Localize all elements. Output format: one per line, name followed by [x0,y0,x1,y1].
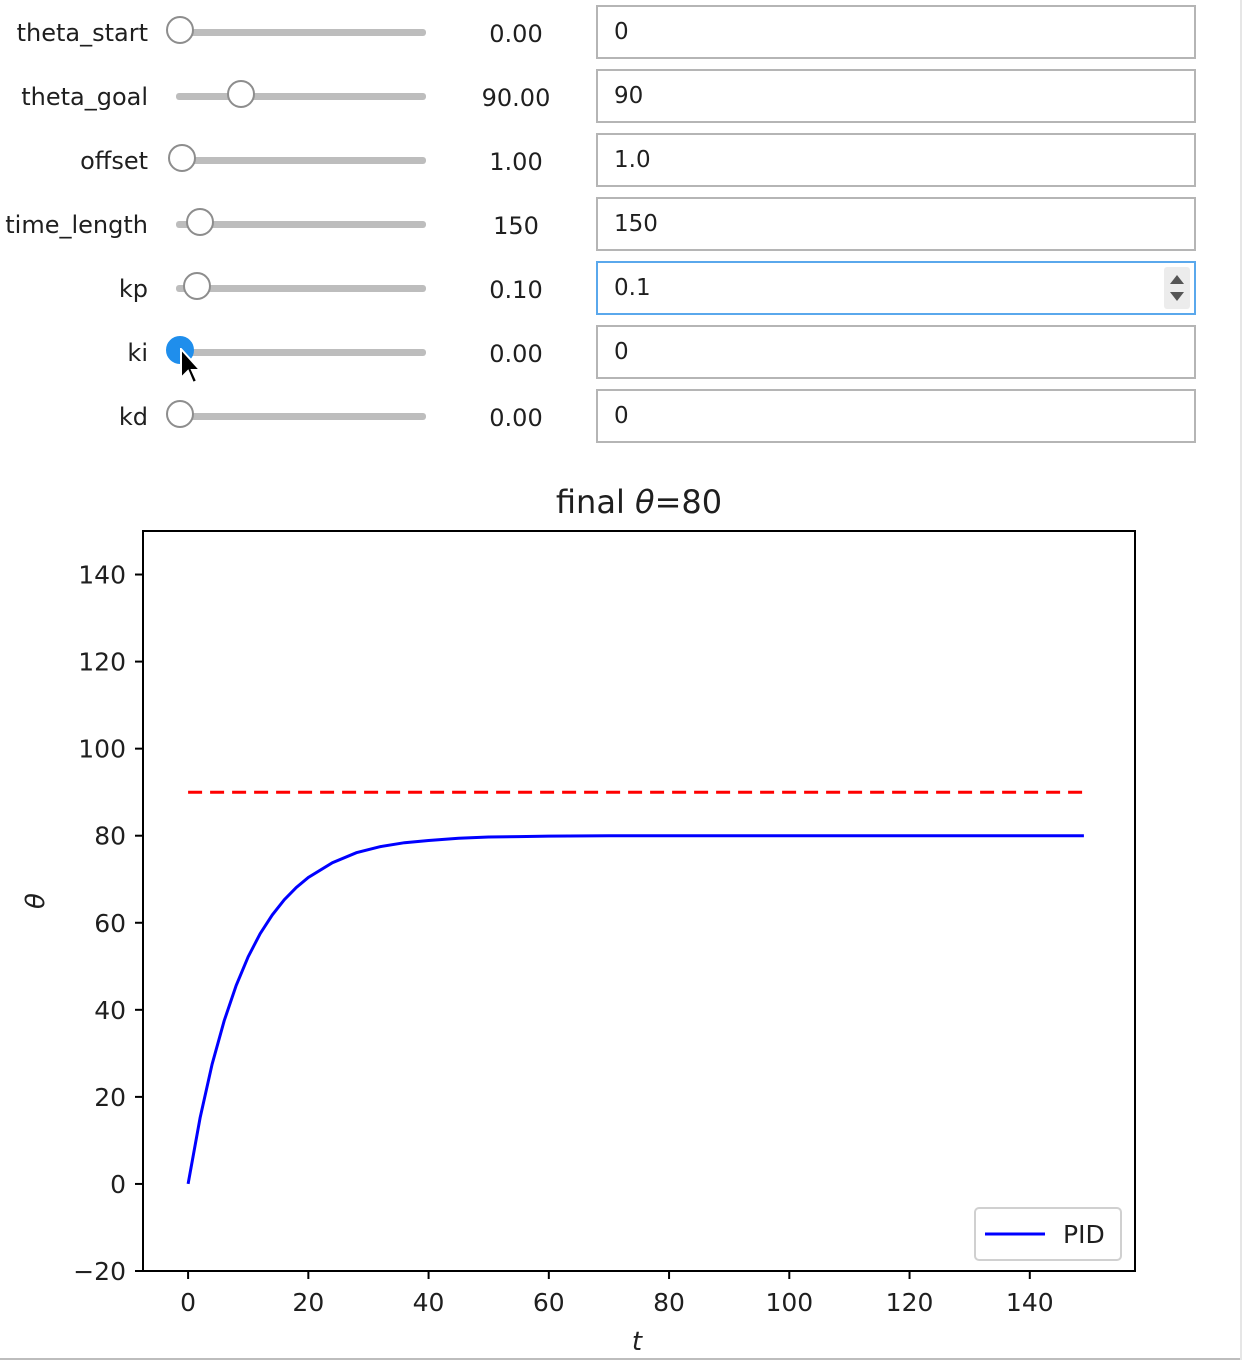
input-kp[interactable] [614,263,1154,313]
label-theta_goal: theta_goal [21,83,148,111]
bottom-border [0,1358,1242,1360]
slider-thumb[interactable] [168,144,197,172]
y-tick-label: 100 [78,735,126,764]
slider-offset[interactable] [166,144,436,176]
field-time_length[interactable] [596,197,1196,251]
input-theta_start[interactable] [614,7,1154,57]
y-tick-label: 120 [78,648,126,677]
x-axis-label: t [632,1327,643,1357]
control-row-theta_goal: theta_goal 90.00 [0,67,1242,123]
slider-track[interactable] [176,157,426,164]
line-chart: final θ=80 0 20 40 60 80 100 120 140 −20 0 20 40 60 80… [21,483,1136,1357]
label-theta_start: theta_start [16,19,148,47]
decrement-arrow-icon[interactable] [1170,292,1184,301]
control-row-kp: kp 0.10 [0,259,1242,315]
input-ki[interactable] [614,327,1154,377]
label-kp: kp [118,275,148,303]
readout-kp: 0.10 [489,276,543,304]
control-row-theta_start: theta_start 0.00 [0,3,1242,59]
slider-track[interactable] [176,221,426,228]
slider-track[interactable] [176,93,426,100]
slider-thumb[interactable] [227,80,255,108]
slider-thumb[interactable] [166,16,194,44]
x-tick-label: 140 [1006,1288,1054,1317]
parameter-controls: theta_start 0.00 theta_goal 90.00 offset 1.00… [0,0,1242,450]
y-tick-label: 140 [78,561,126,590]
mouse-pointer-icon [180,348,200,385]
slider-track[interactable] [176,29,426,36]
y-tick-label: 80 [94,822,126,851]
field-offset[interactable] [596,133,1196,187]
slider-time_length[interactable] [166,208,436,240]
control-row-kd: kd 0.00 [0,387,1242,443]
increment-arrow-icon[interactable] [1170,275,1184,284]
x-tick-label: 120 [886,1288,934,1317]
y-tick-label: 0 [110,1170,126,1199]
label-time_length: time_length [5,211,148,239]
x-tick-label: 20 [292,1288,324,1317]
label-ki: ki [127,339,148,367]
series-line-0 [186,834,1084,1185]
x-tick-label: 0 [180,1288,196,1317]
chart-title: final θ=80 [556,483,722,521]
plot-area [142,530,1136,1272]
control-row-offset: offset 1.00 [0,131,1242,187]
control-row-time_length: time_length 150 [0,195,1242,251]
slider-track[interactable] [176,413,426,420]
slider-thumb[interactable] [166,400,194,428]
y-axis-label: θ [21,893,51,909]
x-tick-label: 80 [653,1288,685,1317]
label-offset: offset [80,147,148,175]
y-tick-label: 20 [94,1083,126,1112]
y-tick-label: 60 [94,909,126,938]
x-tick-label: 100 [765,1288,813,1317]
x-tick-label: 60 [533,1288,565,1317]
slider-thumb[interactable] [185,208,214,236]
input-time_length[interactable] [614,199,1154,249]
readout-offset: 1.00 [489,148,543,176]
slider-track[interactable] [176,349,426,356]
field-theta_start[interactable] [596,5,1196,59]
legend-box [974,1207,1122,1261]
readout-theta_start: 0.00 [489,20,543,48]
input-kd[interactable] [614,391,1154,441]
x-tick-label: 40 [413,1288,445,1317]
input-offset[interactable] [614,135,1154,185]
number-spinner[interactable] [1164,267,1190,309]
label-kd: kd [118,403,148,431]
legend-label: PID [1063,1220,1105,1249]
field-theta_goal[interactable] [596,69,1196,123]
readout-theta_goal: 90.00 [481,84,551,112]
slider-theta_start[interactable] [166,16,436,48]
readout-ki: 0.00 [489,340,543,368]
input-theta_goal[interactable] [614,71,1154,121]
slider-theta_goal[interactable] [166,80,436,112]
readout-kd: 0.00 [489,404,543,432]
y-tick-label: 40 [94,996,126,1025]
readout-time_length: 150 [493,212,539,240]
y-tick-label: −20 [73,1257,126,1286]
slider-kd[interactable] [166,400,436,432]
slider-kp[interactable] [166,272,436,304]
control-row-ki: ki 0.00 [0,323,1242,379]
right-border [1240,0,1242,1360]
slider-track[interactable] [176,285,426,292]
field-ki[interactable] [596,325,1196,379]
field-kd[interactable] [596,389,1196,443]
slider-ki[interactable] [166,336,436,368]
slider-thumb[interactable] [183,272,212,300]
plot-figure: final θ=80 0 20 40 60 80 100 120 140 −20 0 20 40 60 80… [0,468,1242,1360]
field-kp[interactable] [596,261,1196,315]
